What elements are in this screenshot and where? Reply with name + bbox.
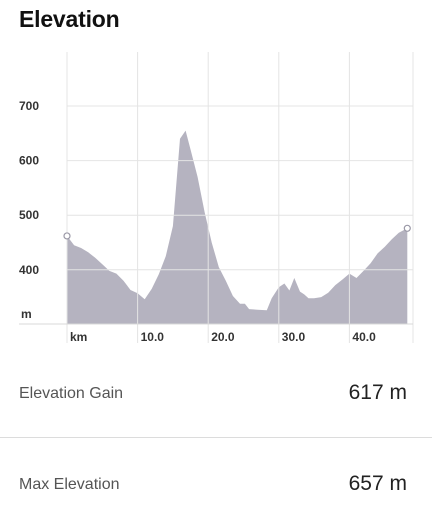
stat-elevation-gain: Elevation Gain 617 m: [0, 381, 432, 425]
x-tick-label: 30.0: [282, 330, 306, 344]
x-tick-label: 40.0: [352, 330, 376, 344]
y-unit-label: m: [21, 307, 32, 321]
endpoint-marker: [63, 232, 71, 240]
elevation-title: Elevation: [19, 6, 120, 32]
elevation-gain-value: 617 m: [348, 381, 407, 404]
endpoint-marker: [403, 224, 411, 232]
max-elevation-label: Max Elevation: [19, 476, 120, 493]
x-tick-label: 10.0: [141, 330, 165, 344]
y-tick-label: 400: [19, 263, 39, 277]
max-elevation-value: 657 m: [348, 472, 407, 495]
x-tick-label: 20.0: [211, 330, 235, 344]
elevation-area: [67, 130, 408, 324]
y-tick-label: 500: [19, 208, 39, 222]
stat-max-elevation: Max Elevation 657 m: [0, 472, 432, 516]
elevation-chart: 400 500 600 700 m km 10.0 20.0 30.0 40.0: [19, 52, 414, 344]
divider: [0, 437, 432, 438]
y-tick-label: 700: [19, 99, 39, 113]
y-tick-label: 600: [19, 154, 39, 168]
elevation-gain-label: Elevation Gain: [19, 385, 124, 402]
x-unit-label: km: [70, 330, 87, 344]
